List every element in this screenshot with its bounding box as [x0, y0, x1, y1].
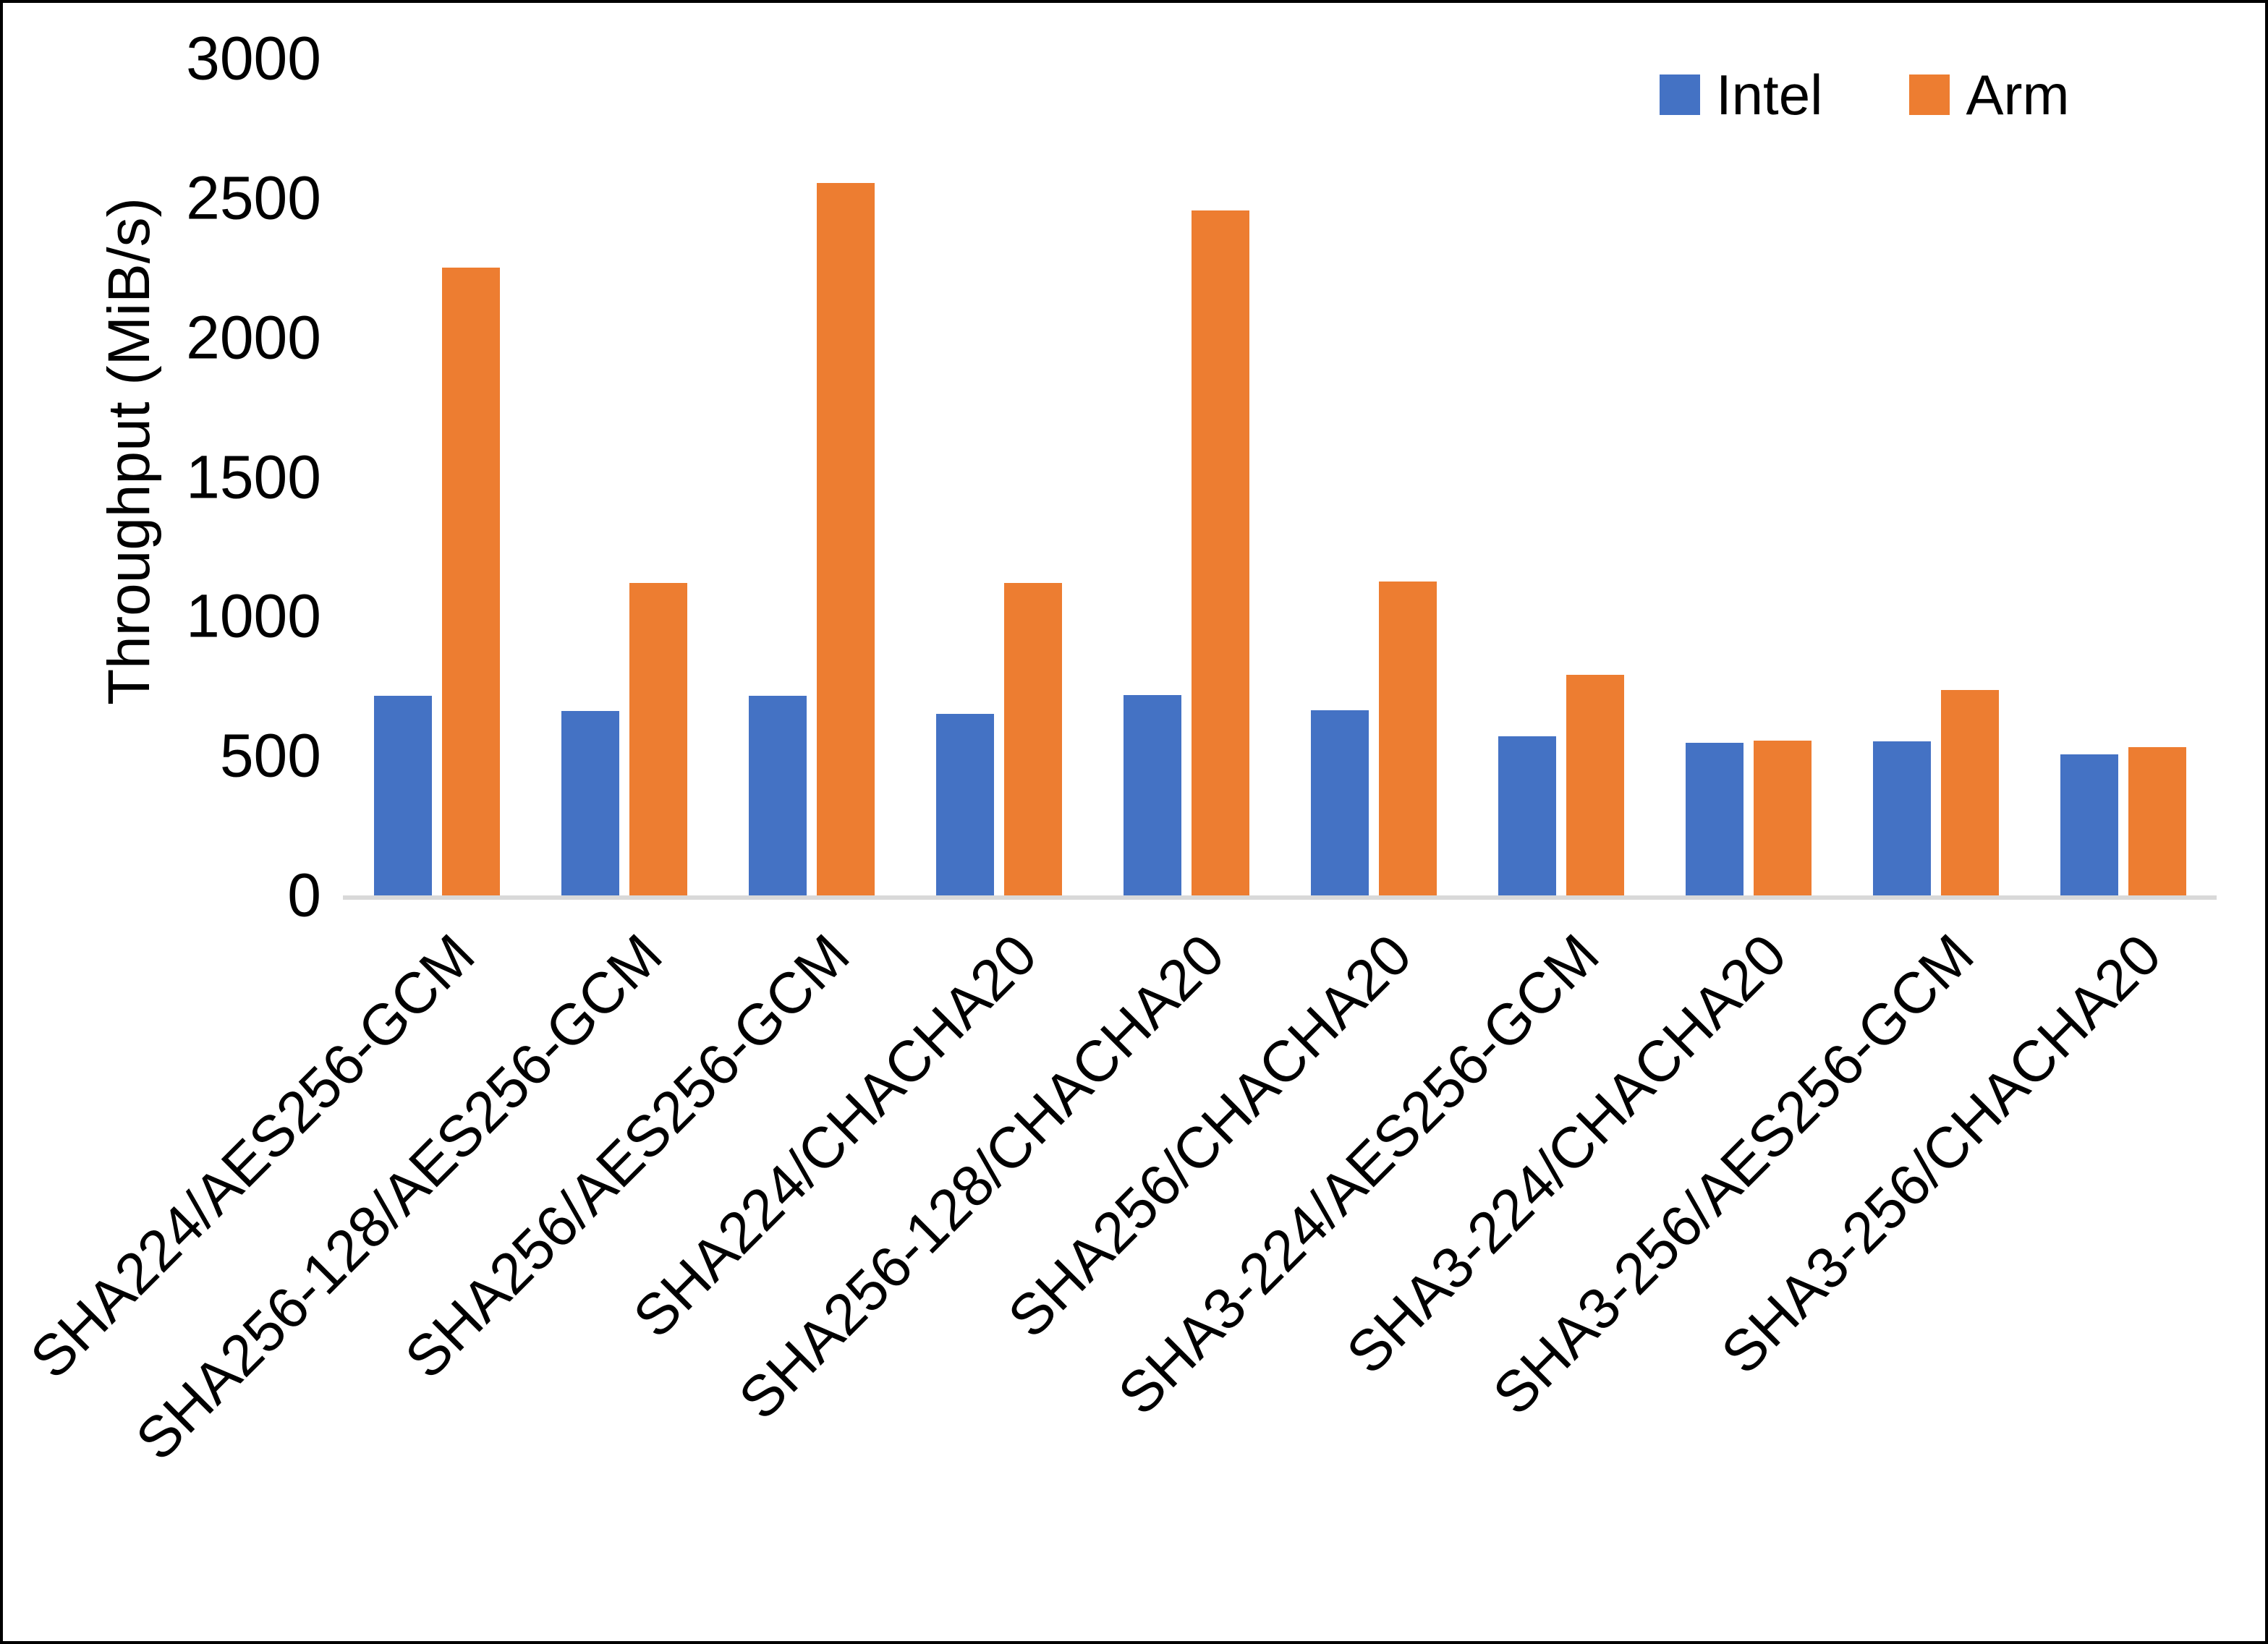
chart-legend: Intel Arm [1660, 67, 2069, 123]
bar-intel[interactable] [2060, 754, 2118, 895]
bar-cluster [1655, 59, 1842, 895]
x-axis-tick-labels: SHA224/AES256-GCM SHA256-128/AES256-GCM SH… [18, 895, 2217, 1640]
legend-swatch-intel [1660, 74, 1700, 115]
y-tick-label: 500 [219, 721, 321, 790]
y-tick-label: 1000 [186, 582, 321, 650]
bar-intel[interactable] [1872, 741, 1931, 895]
legend-entry-arm[interactable]: Arm [1909, 67, 2069, 123]
bar-arm[interactable] [1003, 583, 1062, 895]
legend-label-intel: Intel [1716, 63, 1823, 127]
legend-swatch-arm [1909, 74, 1950, 115]
bar-arm[interactable] [816, 182, 875, 895]
y-tick-label: 3000 [186, 24, 321, 93]
bar-arm[interactable] [1940, 689, 1999, 895]
bar-cluster [905, 59, 1092, 895]
legend-entry-intel[interactable]: Intel [1660, 67, 1822, 123]
bar-intel[interactable] [561, 711, 619, 895]
bar-arm[interactable] [441, 268, 500, 895]
bar-cluster [1280, 59, 1467, 895]
x-axis-baseline [343, 895, 2217, 900]
y-tick-label: 0 [287, 861, 321, 929]
bar-arm[interactable] [1753, 740, 1812, 895]
bar-intel[interactable] [1498, 736, 1556, 895]
bar-intel[interactable] [1123, 695, 1181, 895]
bar-cluster [530, 59, 718, 895]
bar-cluster [343, 59, 530, 895]
bar-arm[interactable] [629, 583, 687, 895]
bar-cluster [718, 59, 905, 895]
plot-area [343, 59, 2217, 900]
y-tick-label: 2000 [186, 303, 321, 372]
bar-arm[interactable] [2128, 746, 2186, 895]
bar-arm[interactable] [1566, 675, 1624, 895]
bar-intel[interactable] [373, 695, 432, 895]
y-tick-label: 1500 [186, 443, 321, 511]
bar-intel[interactable] [748, 695, 807, 895]
y-tick-label: 2500 [186, 163, 321, 232]
bar-cluster [1092, 59, 1280, 895]
bar-cluster [1467, 59, 1655, 895]
y-axis-tick-labels: 3000 2500 2000 1500 1000 500 0 [111, 3, 321, 1641]
bar-intel[interactable] [1685, 742, 1744, 895]
bar-arm[interactable] [1378, 582, 1437, 895]
legend-label-arm: Arm [1966, 63, 2070, 127]
bar-intel[interactable] [935, 714, 994, 895]
bar-arm[interactable] [1191, 210, 1249, 895]
bar-cluster [1842, 59, 2029, 895]
bar-intel[interactable] [1310, 710, 1369, 895]
bar-cluster [2029, 59, 2217, 895]
